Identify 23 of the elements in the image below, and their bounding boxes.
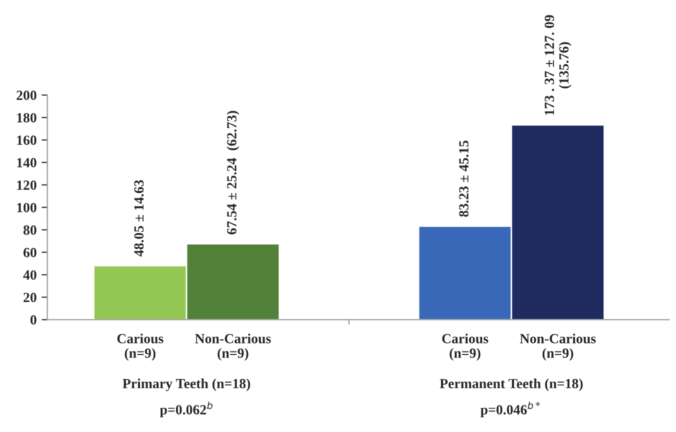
x-tick-label: Carious (n=9) — [117, 334, 164, 361]
y-tick-label: 20 — [24, 292, 36, 302]
x-tick-label: Carious (n=9) — [442, 334, 488, 361]
y-tick-label: 180 — [17, 113, 36, 122]
text: p=0.046$^{b*}$ — [480, 402, 540, 418]
y-tick-label: 40 — [23, 270, 36, 280]
text: p=0.062$^{b}$ — [160, 402, 212, 418]
y-tick-label: 140 — [17, 158, 36, 168]
x-tick-label: Non-Carious (n=9) — [520, 334, 596, 361]
data-label: 83.23 ± 45.15 — [459, 140, 469, 217]
y-tick-label: 80 — [23, 225, 36, 235]
data-label: 67.54 ± 25.24 (62.73) — [226, 110, 240, 234]
x-tick-label: Non-Carious (n=9) — [195, 334, 271, 361]
data-label: 48.05 ± 14.63 — [134, 180, 144, 257]
y-tick-label: 160 — [17, 136, 36, 145]
y-tick-label: 200 — [16, 90, 36, 100]
data-label: 173 . 37 ± 127. 09 (135.76) — [544, 15, 572, 115]
y-tick-label: 120 — [17, 180, 36, 190]
text: Permanent Teeth (n=18) — [440, 378, 583, 392]
text: Primary Teeth (n=18) — [122, 378, 250, 392]
y-tick-label: 0 — [30, 315, 36, 325]
y-tick-label: 100 — [17, 202, 36, 212]
y-tick-label: 60 — [23, 248, 36, 258]
